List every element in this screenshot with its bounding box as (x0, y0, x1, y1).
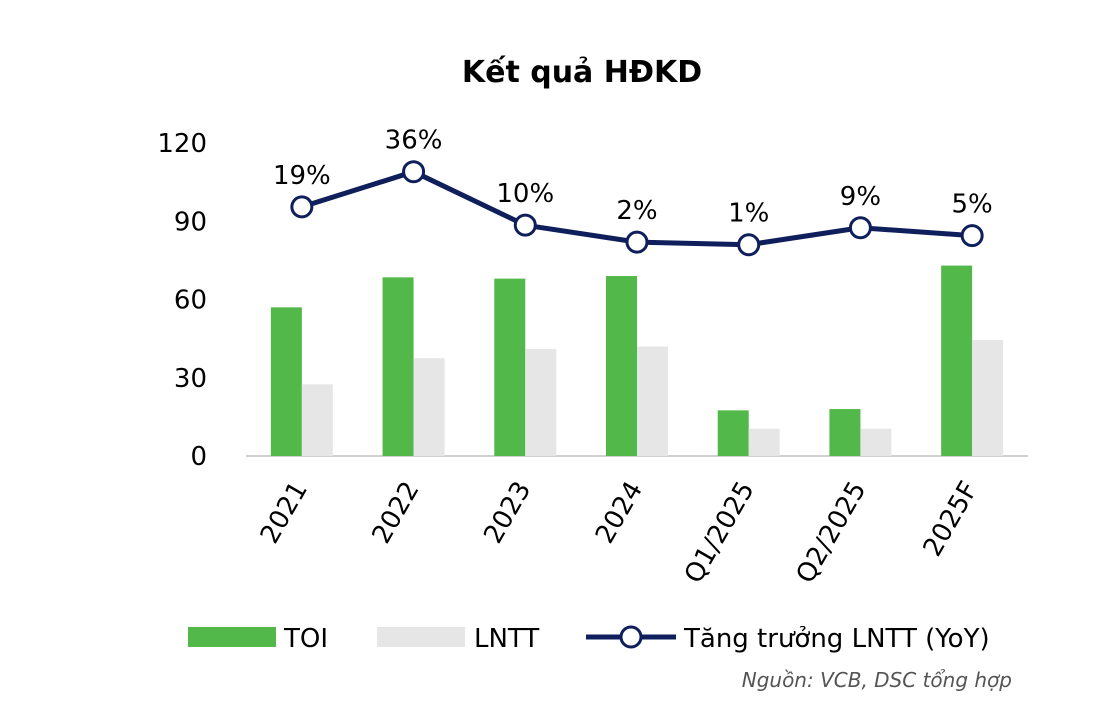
bar-lntt (637, 346, 668, 456)
x-tick-label: 2023 (478, 477, 537, 549)
bar-lntt (525, 349, 557, 456)
x-tick-label: 2025F (918, 476, 985, 561)
bar-lntt (413, 358, 445, 456)
growth-point (402, 160, 426, 184)
growth-point (290, 195, 314, 219)
legend-swatch-growth-marker (619, 625, 643, 649)
legend-label-lntt: LNTT (474, 624, 539, 654)
bar-toi (829, 409, 861, 456)
growth-data-label: 10% (496, 179, 554, 209)
source-note: Nguồn: VCB, DSC tổng hợp (742, 668, 1012, 692)
growth-data-label: 2% (616, 196, 657, 226)
bar-lntt (748, 428, 780, 456)
y-tick-label: 90 (174, 207, 207, 237)
legend: TOI LNTT Tăng trưởng LNTT (YoY) (188, 624, 990, 654)
y-tick-label: 60 (174, 286, 207, 316)
bar-lntt (860, 428, 892, 456)
growth-data-label: 19% (273, 161, 331, 191)
legend-label-growth: Tăng trưởng LNTT (YoY) (683, 624, 990, 654)
chart-title: Kết quả HĐKD (462, 55, 702, 90)
legend-swatch-toi (188, 627, 276, 647)
growth-point (625, 230, 649, 254)
growth-point (848, 216, 872, 240)
bar-toi (941, 265, 973, 456)
bar-toi (382, 277, 414, 456)
bar-layer (270, 265, 1004, 456)
x-tick-label: Q2/2025 (791, 477, 873, 589)
bar-toi (270, 307, 302, 456)
growth-data-label: 1% (728, 199, 769, 229)
bar-toi (494, 278, 526, 456)
growth-point (513, 213, 537, 237)
bar-toi (717, 410, 749, 456)
y-tick-label: 120 (157, 129, 207, 159)
growth-line-layer: 19% 36% 10% 2% 1% 9% 5% (273, 126, 993, 257)
legend-label-toi: TOI (283, 624, 328, 654)
bar-lntt (301, 384, 333, 456)
growth-data-label: 9% (840, 182, 881, 212)
x-tick-label: 2021 (255, 477, 314, 549)
y-axis: 0 30 60 90 120 (157, 129, 1028, 472)
x-axis: 2021 2022 2023 2024 Q1/2025 Q2/2025 2025F (255, 476, 984, 588)
bar-toi (606, 276, 637, 456)
y-tick-label: 30 (174, 364, 207, 394)
x-tick-label: 2022 (367, 477, 426, 549)
growth-data-label: 36% (385, 126, 443, 156)
bar-lntt (972, 339, 1004, 456)
growth-point (960, 224, 984, 248)
x-tick-label: Q1/2025 (679, 477, 761, 589)
growth-point (737, 233, 761, 257)
growth-data-label: 5% (952, 190, 993, 220)
y-tick-label: 0 (190, 442, 207, 472)
legend-swatch-lntt (377, 627, 465, 647)
x-tick-label: 2024 (590, 477, 649, 549)
